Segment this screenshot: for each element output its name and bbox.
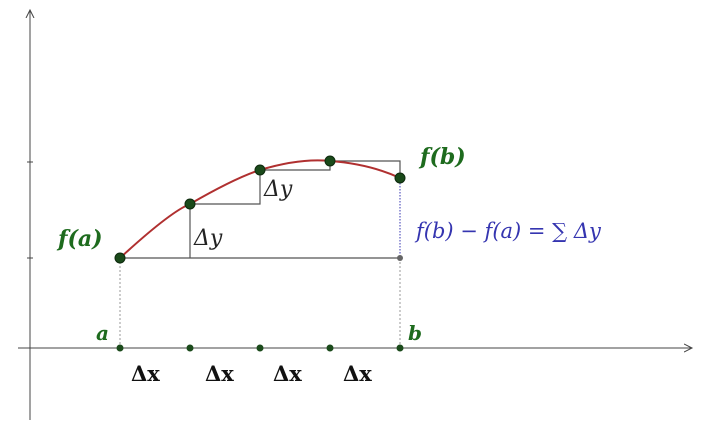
step-lines	[120, 160, 401, 259]
label-dy-2: Δy	[263, 177, 293, 202]
label-dy-1: Δy	[193, 226, 223, 251]
label-dx: Δx	[131, 361, 160, 386]
label-fb: f(b)	[418, 144, 466, 170]
label-dx: Δx	[205, 361, 234, 386]
label-fa: f(a)	[56, 226, 103, 252]
corner-point	[397, 255, 403, 261]
curve-points	[114, 155, 406, 264]
label-a: a	[96, 321, 109, 345]
label-dx: Δx	[343, 361, 372, 386]
label-dx: Δx	[273, 361, 302, 386]
formula: f(b) − f(a) = ∑ Δy	[414, 219, 602, 243]
label-b: b	[408, 321, 422, 345]
axis-points	[116, 344, 404, 352]
